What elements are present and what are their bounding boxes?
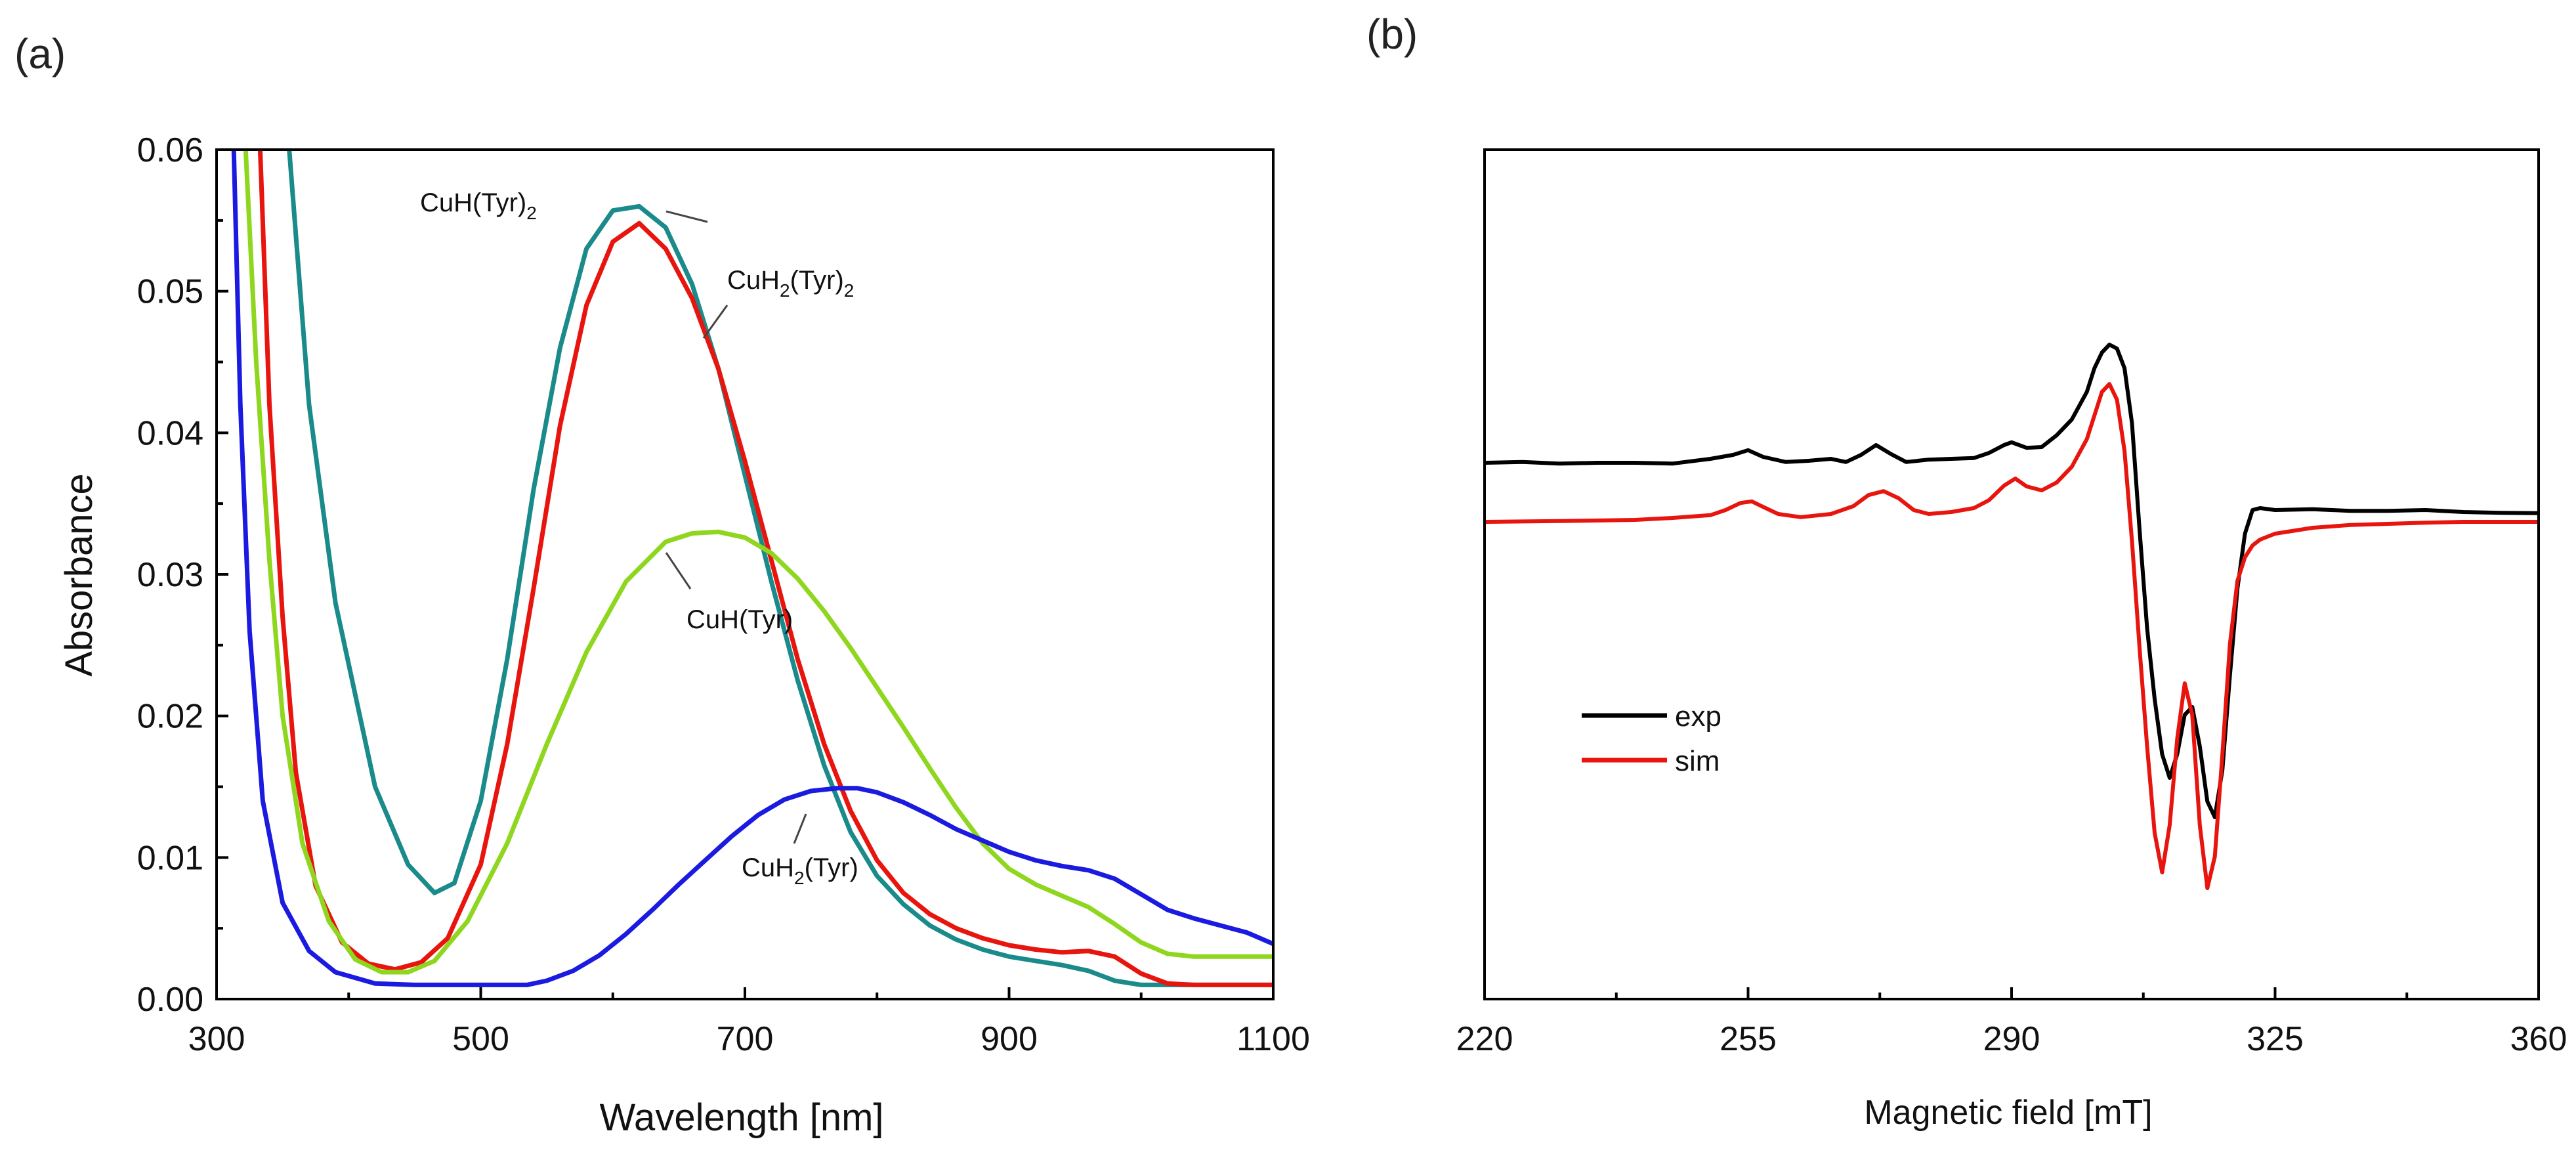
annotation-cuh2-tyr2: CuH2(Tyr)2 bbox=[702, 266, 854, 339]
panel-a-x-tick-label: 1100 bbox=[1236, 1020, 1310, 1058]
panel-b-plot-frame bbox=[1483, 148, 2540, 1000]
panel-b: (b) 220 255 290 325 360 Magnetic field [mT] … bbox=[1366, 11, 2567, 1132]
panel-b-x-tick-label: 325 bbox=[2247, 1020, 2304, 1058]
panel-b-x-tick-label: 360 bbox=[2510, 1020, 2567, 1058]
annotation-cuh-tyr2: CuH(Tyr)2 bbox=[420, 188, 708, 223]
panel-a-y-axis-title: Absorbance bbox=[58, 473, 100, 677]
annotation-cuh-tyr2-text: CuH(Tyr) bbox=[420, 188, 526, 217]
annotation-cuh2-tyr2-text2: (Tyr) bbox=[790, 266, 844, 295]
panel-a-x-tick-label: 500 bbox=[452, 1020, 509, 1058]
panel-b-series-line-2 bbox=[1484, 382, 2539, 890]
panel-a-x-tick-label: 700 bbox=[717, 1020, 774, 1058]
annotation-cuh2-tyr2-sub2: 2 bbox=[844, 280, 855, 301]
panel-b-ticks: 220 255 290 325 360 bbox=[1456, 987, 2567, 1058]
panel-a-y-tick-label: 0.06 bbox=[137, 131, 203, 169]
panel-a-x-tick-label: 900 bbox=[981, 1020, 1038, 1058]
annotation-cuh-tyr2-sub: 2 bbox=[526, 203, 537, 223]
annotation-cuh2-tyr2-text: CuH bbox=[727, 266, 780, 295]
panel-a-y-tick-label: 0.00 bbox=[137, 981, 203, 1019]
svg-text:CuH(Tyr)2: CuH(Tyr)2 bbox=[420, 188, 537, 223]
panel-b-series-line-1 bbox=[1484, 343, 2539, 819]
panel-a-y-tick-label: 0.05 bbox=[137, 273, 203, 311]
panel-a-x-axis-title: Wavelength [nm] bbox=[599, 1096, 883, 1139]
annotation-cuh2-tyr-text2: (Tyr) bbox=[805, 853, 858, 882]
panel-b-legend: exp sim bbox=[1582, 700, 1721, 777]
annotation-cuh-tyr: CuH(Tyr) bbox=[665, 552, 793, 634]
panel-b-x-tick-label: 255 bbox=[1720, 1020, 1777, 1058]
legend-label-exp: exp bbox=[1675, 700, 1721, 733]
panel-a-ticks: 300 500 700 900 1100 0.00 0.01 0.02 0.03 0.04 0.05… bbox=[137, 131, 1310, 1058]
panel-a: (a) 300 500 700 900 1100 0.00 0.01 0.02 0.03 0.04… bbox=[14, 30, 1310, 1139]
panel-b-x-tick-label: 220 bbox=[1456, 1020, 1513, 1058]
panel-a-y-tick-label: 0.01 bbox=[137, 839, 203, 877]
panel-a-y-tick-label: 0.04 bbox=[137, 414, 203, 452]
panel-a-label: (a) bbox=[14, 30, 66, 77]
panel-a-y-tick-label: 0.02 bbox=[137, 698, 203, 736]
legend-item-exp: exp bbox=[1582, 700, 1721, 733]
annotation-cuh-tyr-text: CuH(Tyr) bbox=[686, 605, 793, 634]
annotation-cuh2-tyr-sub: 2 bbox=[794, 868, 805, 888]
annotation-cuh2-tyr2-sub: 2 bbox=[780, 280, 790, 301]
panel-a-series-line-2 bbox=[257, 150, 1273, 987]
panel-b-label: (b) bbox=[1366, 11, 1418, 58]
panel-b-series bbox=[1484, 343, 2539, 890]
annotation-cuh2-tyr-text: CuH bbox=[742, 853, 794, 882]
panel-b-x-tick-label: 290 bbox=[1983, 1020, 2040, 1058]
panel-b-x-axis-title: Magnetic field [mT] bbox=[1864, 1094, 2152, 1132]
legend-label-sim: sim bbox=[1675, 745, 1720, 777]
panel-a-series-line-3 bbox=[243, 150, 1273, 975]
svg-text:CuH2(Tyr): CuH2(Tyr) bbox=[742, 853, 858, 888]
panel-a-series-line-1 bbox=[287, 150, 1273, 987]
legend-item-sim: sim bbox=[1582, 745, 1720, 777]
panel-a-series bbox=[231, 150, 1273, 987]
annotation-cuh2-tyr: CuH2(Tyr) bbox=[742, 813, 858, 888]
panel-a-series-line-4 bbox=[231, 150, 1273, 987]
panel-a-y-tick-label: 0.03 bbox=[137, 556, 203, 594]
svg-text:CuH2(Tyr)2: CuH2(Tyr)2 bbox=[727, 266, 854, 301]
panel-a-x-tick-label: 300 bbox=[188, 1020, 245, 1058]
